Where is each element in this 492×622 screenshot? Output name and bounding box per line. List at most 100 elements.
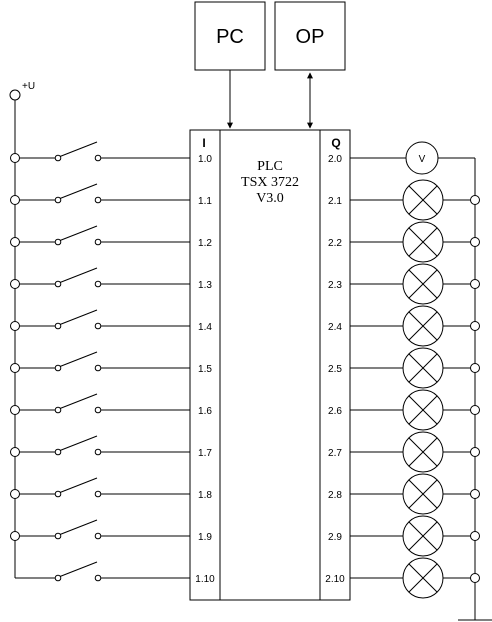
output-row: 2.2	[328, 221, 480, 263]
switch-contact	[94, 364, 102, 372]
input-label: 1.6	[198, 406, 212, 417]
switch-contact	[54, 154, 62, 162]
plc-model: TSX 3722	[241, 175, 299, 190]
ground-terminal	[470, 321, 480, 331]
switch-contact	[94, 448, 102, 456]
ground-rail	[458, 158, 492, 621]
switch-contact	[94, 574, 102, 582]
lamp-icon	[402, 431, 444, 473]
rail-terminal	[10, 195, 20, 205]
lamp-icon	[402, 389, 444, 431]
rail-terminal	[10, 531, 20, 541]
pc-box: PC	[194, 1, 266, 71]
lamp-icon	[402, 263, 444, 305]
input-row: 1.9	[10, 519, 212, 543]
lamp-icon	[402, 305, 444, 347]
switch-lever	[59, 351, 98, 367]
output-row: 2.3	[328, 263, 480, 305]
switch-contact	[54, 196, 62, 204]
ground-terminal	[470, 237, 480, 247]
input-row: 1.7	[10, 435, 212, 459]
switch-contact	[94, 406, 102, 414]
rail-terminal	[10, 447, 20, 457]
switch-contact	[94, 280, 102, 288]
switch-contact	[94, 490, 102, 498]
output-row: 2.5	[328, 347, 480, 389]
input-label: 1.3	[198, 280, 212, 291]
input-row: 1.1	[10, 183, 212, 207]
output-row: 2.0 V	[328, 141, 475, 175]
input-label: 1.2	[198, 238, 212, 249]
switch-lever	[59, 561, 98, 577]
output-label: 2.2	[328, 238, 342, 249]
rail-terminal	[10, 489, 20, 499]
input-row: 1.10	[15, 561, 215, 585]
pc-label: PC	[216, 26, 244, 48]
ground-terminal	[470, 573, 480, 583]
input-label: 1.9	[198, 532, 212, 543]
supply-label: +U	[22, 81, 35, 92]
switch-lever	[59, 267, 98, 283]
input-label: 1.10	[195, 574, 215, 585]
input-label: 1.7	[198, 448, 212, 459]
lamp-icon	[402, 179, 444, 221]
output-row: 2.7	[328, 431, 480, 473]
plc-name: PLC	[257, 159, 283, 174]
lamp-icon	[402, 515, 444, 557]
ground-terminal	[470, 279, 480, 289]
switch-contact	[54, 406, 62, 414]
op-box: OP	[274, 1, 346, 71]
input-row: 1.4	[10, 309, 212, 333]
output-label: 2.1	[328, 196, 342, 207]
switch-contact	[54, 364, 62, 372]
ground-terminal	[470, 447, 480, 457]
input-row: 1.3	[10, 267, 212, 291]
ground-terminal	[470, 489, 480, 499]
switch-contact	[94, 196, 102, 204]
switch-contact	[54, 280, 62, 288]
input-row: 1.0	[10, 141, 212, 165]
switch-lever	[59, 309, 98, 325]
switch-lever	[59, 225, 98, 241]
output-row: 2.9	[328, 515, 480, 557]
switch-contact	[54, 238, 62, 246]
output-label: 2.8	[328, 490, 342, 501]
rail-terminal	[10, 363, 20, 373]
output-label: 2.10	[325, 574, 345, 585]
switch-contact	[54, 532, 62, 540]
rail-terminal	[10, 153, 20, 163]
output-row: 2.10	[325, 557, 480, 599]
input-row: 1.2	[10, 225, 212, 249]
switch-lever	[59, 183, 98, 199]
ground-terminal	[470, 405, 480, 415]
switch-contact	[54, 322, 62, 330]
switch-contact	[94, 322, 102, 330]
output-device-rows: 2.0 V 2.1 2.2 2.3 2.4 2.5 2.6 2.7 2.8 2.9 2.10	[325, 141, 480, 599]
rail-terminal	[10, 405, 20, 415]
switch-lever	[59, 477, 98, 493]
output-row: 2.4	[328, 305, 480, 347]
input-row: 1.5	[10, 351, 212, 375]
output-row: 2.8	[328, 473, 480, 515]
ground-terminal	[470, 531, 480, 541]
plc-version: V3.0	[256, 191, 284, 206]
output-label: 2.7	[328, 448, 342, 459]
output-label: 2.5	[328, 364, 342, 375]
output-label: 2.6	[328, 406, 342, 417]
rail-terminal	[10, 237, 20, 247]
output-label: 2.9	[328, 532, 342, 543]
output-label: 2.0	[328, 154, 342, 165]
switch-contact	[54, 448, 62, 456]
output-label: 2.3	[328, 280, 342, 291]
output-header: Q	[331, 136, 340, 150]
ground-terminal	[470, 363, 480, 373]
input-label: 1.8	[198, 490, 212, 501]
lamp-icon	[402, 347, 444, 389]
switch-lever	[59, 435, 98, 451]
voltmeter-symbol: V	[419, 154, 426, 165]
input-switch-rows: 1.0 1.1 1.2 1.3 1.4 1.5 1.6 1.7 1.8 1.9 1.10	[10, 141, 215, 585]
switch-lever	[59, 393, 98, 409]
output-label: 2.4	[328, 322, 342, 333]
lamp-icon	[402, 221, 444, 263]
input-label: 1.4	[198, 322, 212, 333]
